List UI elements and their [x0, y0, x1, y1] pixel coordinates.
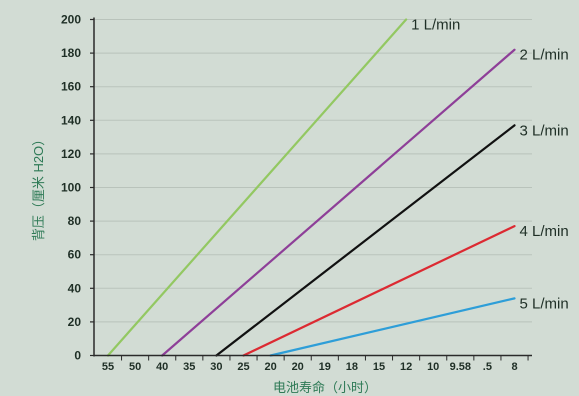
- y-tick-label: 40: [68, 281, 82, 295]
- y-axis-ticks: 0 20 40 60 80 100 120 140 160 180 200: [61, 13, 94, 363]
- x-tick-label: 19: [319, 361, 331, 373]
- y-tick-label: 120: [61, 147, 81, 161]
- y-axis-title: 背压（厘米 H2O）: [31, 133, 46, 241]
- x-tick-label: 9.58: [450, 361, 471, 373]
- series-line-2: [161, 48, 516, 357]
- y-tick-label: 140: [61, 113, 81, 127]
- x-tick-label: 25: [237, 361, 249, 373]
- series-label-2: 2 L/min: [520, 47, 569, 64]
- x-tick-label: 30: [210, 361, 222, 373]
- x-tick-label: 20: [264, 361, 276, 373]
- series-line-5: [269, 297, 516, 357]
- x-tick-label: 40: [156, 361, 168, 373]
- x-tick-label: 55: [102, 361, 114, 373]
- series-line-3: [215, 124, 516, 357]
- series-line-4: [242, 225, 516, 357]
- x-tick-label: 10: [427, 361, 439, 373]
- x-tick-label: 8: [511, 361, 517, 373]
- x-tick-label: 12: [400, 361, 412, 373]
- series-label-3: 3 L/min: [520, 122, 569, 139]
- x-axis-ticks: 55 50 40 35 30 25 20 20 19 18 15 12 10 9.58 .5 8: [102, 355, 529, 373]
- y-tick-label: 100: [61, 181, 81, 195]
- series-label-1: 1 L/min: [411, 17, 460, 34]
- y-tick-label: 180: [61, 46, 81, 60]
- series-labels: 1 L/min 2 L/min 3 L/min 4 L/min 5 L/min: [411, 17, 569, 313]
- x-tick-label: 50: [129, 361, 141, 373]
- series-label-5: 5 L/min: [520, 295, 569, 312]
- x-tick-label: 18: [346, 361, 358, 373]
- series-label-4: 4 L/min: [520, 223, 569, 240]
- series-line-1: [106, 18, 408, 357]
- x-axis-title: 电池寿命（小时）: [273, 380, 377, 395]
- y-tick-label: 80: [68, 214, 82, 228]
- y-tick-label: 200: [61, 13, 81, 27]
- y-tick-label: 60: [68, 248, 82, 262]
- grid-lines: [94, 19, 532, 323]
- x-tick-label: 35: [183, 361, 195, 373]
- y-tick-label: 160: [61, 80, 81, 94]
- y-tick-label: 0: [74, 349, 81, 363]
- y-tick-label: 20: [68, 315, 82, 329]
- x-tick-label: 15: [373, 361, 385, 373]
- x-tick-label: .5: [483, 361, 492, 373]
- series-lines: [106, 18, 516, 357]
- x-tick-label: 20: [292, 361, 304, 373]
